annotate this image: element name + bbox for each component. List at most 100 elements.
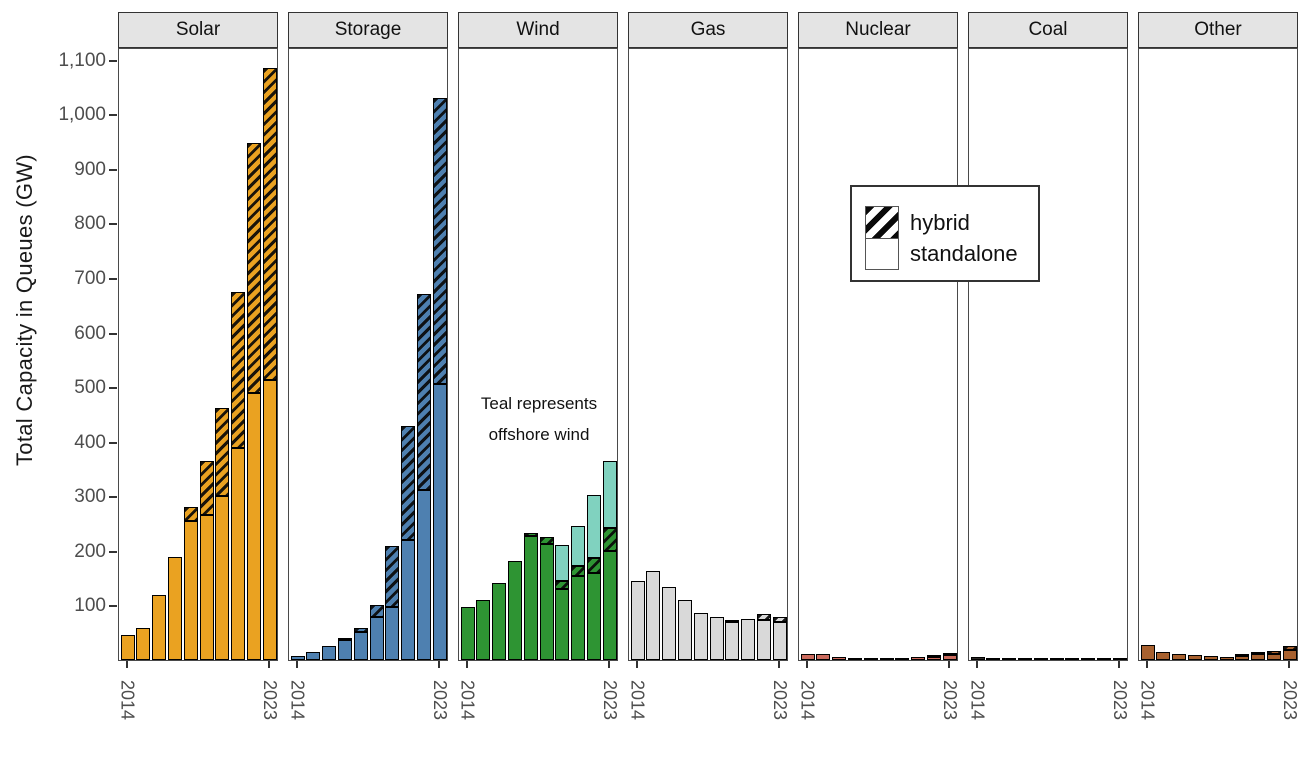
bar-coal-2020-standalone: [1065, 658, 1080, 660]
facet-panel-solar: [118, 48, 278, 661]
facet-header-storage: Storage: [288, 12, 448, 48]
facet-panel-gas: [628, 48, 788, 661]
annotation-line-2: offshore wind: [488, 425, 590, 444]
y-tick-mark: [109, 550, 117, 553]
bar-solar-2022-hybrid: [247, 143, 261, 393]
x-tick-mark: [125, 661, 128, 668]
bar-other-2017-standalone: [1188, 655, 1202, 660]
y-tick-label: 900: [74, 158, 106, 180]
bar-wind-2022-standalone: [587, 572, 601, 660]
bar-wind-2022-offshore: [587, 494, 601, 558]
x-tick-mark: [437, 661, 440, 668]
x-tick-mark: [295, 661, 298, 668]
x-tick-label-solar: 2023: [259, 679, 280, 721]
y-tick-mark: [109, 168, 117, 171]
bar-storage-2016-standalone: [322, 646, 337, 660]
bar-storage-2021-hybrid: [401, 425, 416, 540]
y-tick-mark: [109, 387, 117, 390]
bar-gas-2015-standalone: [646, 571, 661, 660]
bar-wind-2020-standalone: [555, 588, 570, 660]
bar-gas-2020-standalone: [725, 621, 740, 660]
bar-wind-2020-hybrid: [555, 580, 570, 589]
bar-gas-2019-standalone: [709, 617, 724, 660]
bar-wind-2021-hybrid: [571, 566, 586, 576]
legend-standalone-swatch: [865, 238, 899, 270]
y-tick-mark: [109, 605, 117, 608]
bar-storage-2020-hybrid: [385, 546, 400, 608]
bar-gas-2021-standalone: [741, 619, 756, 660]
bar-nuclear-2018-standalone: [863, 658, 878, 660]
facet-header-solar: Solar: [118, 12, 278, 48]
bar-solar-2020-hybrid: [215, 407, 230, 497]
bar-solar-2014-standalone: [120, 635, 135, 660]
bar-solar-2023-standalone: [262, 380, 277, 660]
bar-other-2014-standalone: [1140, 644, 1155, 660]
bar-gas-2014-standalone: [630, 580, 645, 660]
bar-storage-2018-standalone: [353, 631, 368, 660]
y-tick-label: 800: [74, 213, 106, 235]
bar-nuclear-2019-standalone: [879, 658, 894, 660]
bar-wind-2023-offshore: [602, 461, 617, 528]
bar-coal-2017-standalone: [1018, 658, 1032, 660]
bar-wind-2019-hybrid: [539, 536, 554, 545]
bar-other-2021-standalone: [1251, 654, 1266, 660]
bar-nuclear-2016-standalone: [832, 657, 847, 660]
bar-coal-2018-standalone: [1033, 658, 1048, 660]
x-tick-mark: [777, 661, 780, 668]
facet-panel-other: [1138, 48, 1298, 661]
bar-solar-2016-standalone: [152, 594, 167, 660]
bar-solar-2018-hybrid: [183, 506, 198, 521]
bar-storage-2019-hybrid: [369, 605, 384, 618]
facet-panel-storage: [288, 48, 448, 661]
y-tick-mark: [109, 496, 117, 499]
bar-wind-2023-hybrid: [602, 528, 617, 551]
bar-solar-2019-standalone: [199, 515, 214, 660]
bar-wind-2018-hybrid: [523, 533, 538, 536]
bar-gas-2022-standalone: [757, 619, 771, 660]
bar-wind-2016-standalone: [492, 583, 507, 660]
bar-coal-2023-standalone: [1112, 658, 1127, 660]
y-tick-mark: [109, 332, 117, 335]
bar-storage-2017-hybrid: [338, 638, 352, 641]
bar-coal-2015-standalone: [986, 658, 1001, 660]
facet-panel-coal: [968, 48, 1128, 661]
x-tick-label-nuclear: 2014: [797, 679, 818, 721]
bar-wind-2019-standalone: [539, 544, 554, 660]
bar-wind-2021-offshore: [571, 525, 586, 567]
facet-panel-wind: [458, 48, 618, 661]
bar-nuclear-2021-standalone: [911, 656, 926, 660]
facet-header-other: Other: [1138, 12, 1298, 48]
facet-panel-nuclear: [798, 48, 958, 661]
facet-header-nuclear: Nuclear: [798, 12, 958, 48]
y-tick-mark: [109, 223, 117, 226]
y-tick-label: 1,000: [58, 104, 106, 126]
x-tick-mark: [975, 661, 978, 668]
y-tick-label: 1,100: [58, 49, 106, 71]
bar-coal-2014-standalone: [970, 657, 985, 660]
bar-gas-2016-standalone: [662, 587, 677, 660]
bar-nuclear-2015-standalone: [816, 653, 831, 660]
bar-other-2023-hybrid: [1282, 646, 1297, 650]
bar-storage-2019-standalone: [369, 617, 384, 660]
bar-other-2018-standalone: [1203, 656, 1218, 660]
bar-solar-2021-standalone: [231, 448, 246, 660]
y-tick-mark: [109, 59, 117, 62]
bar-nuclear-2020-standalone: [895, 658, 910, 660]
bar-wind-2022-hybrid: [587, 558, 601, 573]
y-tick-label: 600: [74, 322, 106, 344]
bar-other-2019-standalone: [1219, 656, 1234, 660]
bar-solar-2020-standalone: [215, 496, 230, 660]
bar-storage-2023-standalone: [432, 384, 447, 660]
facet-header-gas: Gas: [628, 12, 788, 48]
bar-wind-2021-standalone: [571, 576, 586, 660]
x-tick-mark: [947, 661, 950, 668]
bar-gas-2020-hybrid: [725, 619, 740, 622]
bar-other-2022-hybrid: [1267, 651, 1281, 654]
x-tick-label-other: 2014: [1137, 679, 1158, 721]
bar-solar-2018-standalone: [183, 520, 198, 660]
y-tick-label: 300: [74, 486, 106, 508]
bar-nuclear-2023-standalone: [942, 655, 957, 660]
bar-gas-2022-hybrid: [757, 614, 771, 620]
bar-gas-2018-standalone: [693, 613, 708, 660]
x-tick-label-storage: 2023: [429, 679, 450, 721]
